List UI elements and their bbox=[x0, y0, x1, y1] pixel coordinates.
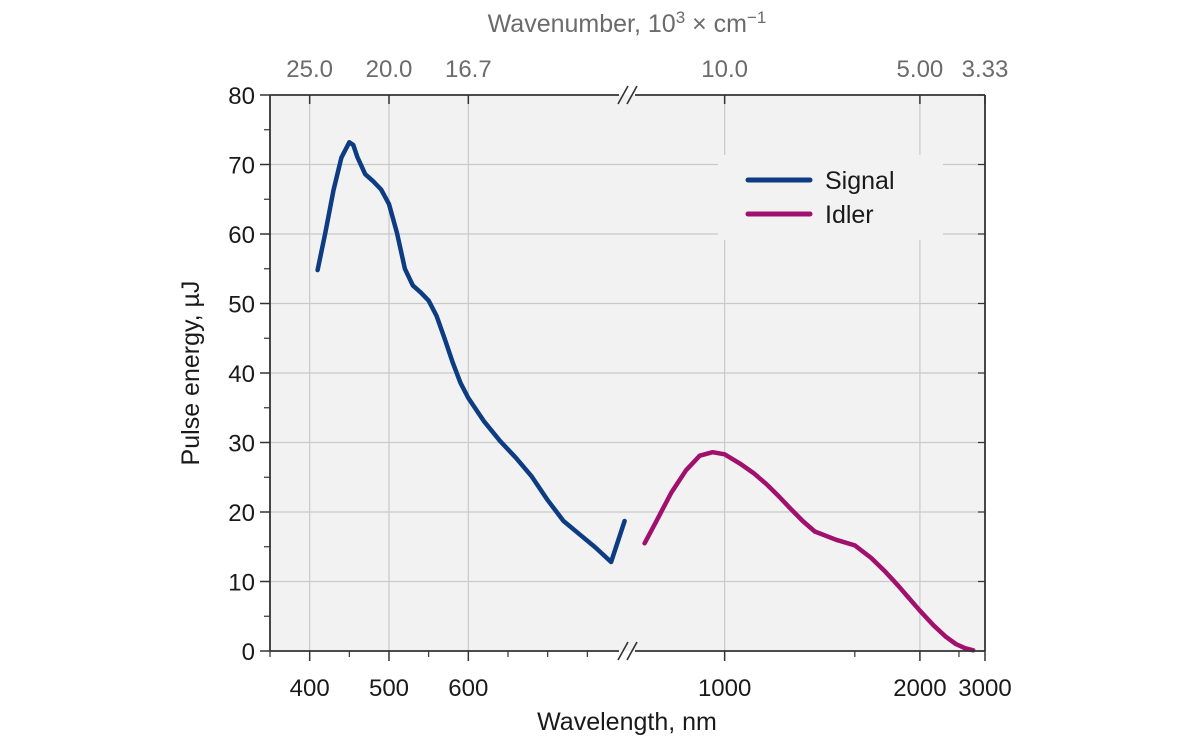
y-tick-label: 50 bbox=[228, 292, 255, 319]
top-axis-break-mark bbox=[626, 85, 638, 105]
bottom-axis-break-mark bbox=[617, 641, 629, 661]
y-tick-label: 30 bbox=[228, 431, 255, 458]
y-tick-label: 70 bbox=[228, 153, 255, 180]
top-axis-title: Wavenumber, 103 × cm−1 bbox=[488, 8, 767, 38]
legend-signal-label: Signal bbox=[825, 167, 895, 195]
ticks-group bbox=[260, 94, 986, 661]
legend-idler-label: Idler bbox=[825, 201, 874, 229]
x-tick-label: 500 bbox=[369, 675, 409, 702]
x-tick-label: 1000 bbox=[698, 675, 751, 702]
top-tick-label: 3.33 bbox=[962, 56, 1009, 83]
top-axis-title-exponent: 3 bbox=[676, 8, 685, 27]
top-axis-title-middle: × cm bbox=[685, 10, 747, 38]
series-idler-line bbox=[642, 449, 976, 653]
top-axis-break-mark bbox=[617, 85, 629, 105]
y-tick-label: 0 bbox=[242, 639, 255, 666]
y-axis-title: Pulse energy, µJ bbox=[177, 281, 205, 466]
top-tick-label: 5.00 bbox=[897, 56, 944, 83]
top-tick-label: 20.0 bbox=[366, 56, 413, 83]
y-tick-label: 10 bbox=[228, 570, 255, 597]
series-signal-line bbox=[315, 140, 627, 565]
axis-break-marks bbox=[617, 85, 638, 661]
x-tick-label: 3000 bbox=[958, 675, 1011, 702]
y-tick-label: 20 bbox=[228, 500, 255, 527]
y-tick-label: 60 bbox=[228, 222, 255, 249]
x-tick-label: 400 bbox=[290, 675, 330, 702]
y-tick-label: 40 bbox=[228, 361, 255, 388]
x-axis-title: Wavelength, nm bbox=[537, 708, 717, 736]
y-tick-label: 80 bbox=[228, 83, 255, 110]
top-tick-label: 16.7 bbox=[445, 56, 492, 83]
top-axis-title-unit-exponent: −1 bbox=[747, 8, 766, 27]
x-tick-label: 2000 bbox=[893, 675, 946, 702]
top-tick-label: 10.0 bbox=[701, 56, 748, 83]
legend-box bbox=[718, 155, 943, 240]
top-axis-title-prefix: Wavenumber, 10 bbox=[488, 10, 676, 38]
x-tick-label: 600 bbox=[448, 675, 488, 702]
series-group bbox=[315, 140, 976, 653]
bottom-axis-break-mark bbox=[626, 641, 638, 661]
tick-labels-group: 400 500 600 1000 2000 3000 0 10 20 30 40 50 60 70 80 25… bbox=[228, 56, 1011, 702]
top-tick-label: 25.0 bbox=[286, 56, 333, 83]
